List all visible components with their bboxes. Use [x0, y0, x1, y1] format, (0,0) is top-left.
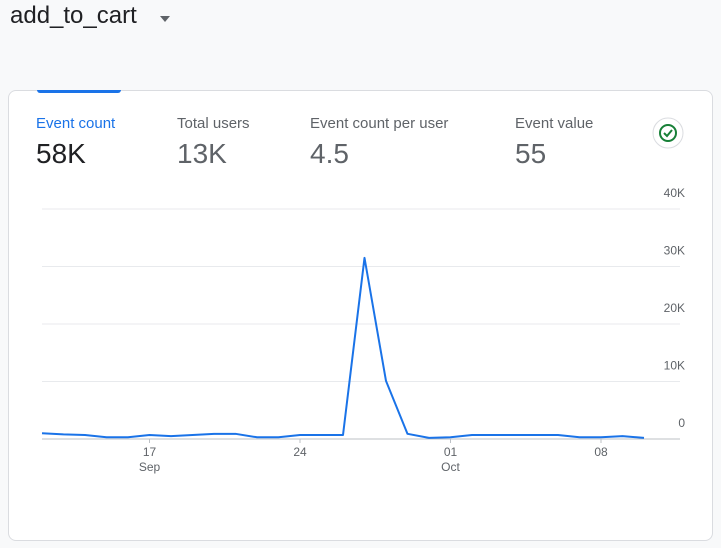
- y-tick-label: 20K: [664, 301, 685, 315]
- card: [8, 90, 713, 541]
- x-tick-label: 01: [444, 445, 458, 459]
- x-tick-month: Oct: [441, 460, 460, 474]
- metric-value: 55: [515, 138, 547, 169]
- metric-tab[interactable]: Event count 58K: [36, 115, 115, 170]
- y-tick-label: 40K: [664, 186, 685, 200]
- page-title: add_to_cart: [10, 2, 137, 29]
- metric-label: Event count: [36, 115, 116, 132]
- y-tick-label: 30K: [664, 244, 685, 258]
- metric-tab[interactable]: Event count per user 4.5: [310, 115, 448, 170]
- x-tick-label: 08: [594, 445, 608, 459]
- x-tick-label: 24: [293, 445, 307, 459]
- status-check-icon[interactable]: [652, 117, 684, 149]
- metric-value: 4.5: [310, 138, 349, 169]
- active-tab-indicator: [37, 90, 121, 93]
- metric-label: Event count per user: [310, 115, 449, 132]
- metric-label: Event value: [515, 115, 594, 132]
- y-tick-label: 0: [678, 416, 685, 430]
- x-tick-month: Sep: [139, 460, 161, 474]
- data-line: [41, 256, 645, 439]
- metric-tab[interactable]: Event value 55: [515, 115, 593, 170]
- dropdown-caret[interactable]: [158, 14, 172, 24]
- metric-value: 58K: [36, 138, 86, 169]
- y-tick-label: 10K: [664, 359, 685, 373]
- x-tick-label: 17: [143, 445, 157, 459]
- metric-label: Total users: [177, 115, 250, 132]
- metric-tab[interactable]: Total users 13K: [177, 115, 250, 170]
- metric-value: 13K: [177, 138, 227, 169]
